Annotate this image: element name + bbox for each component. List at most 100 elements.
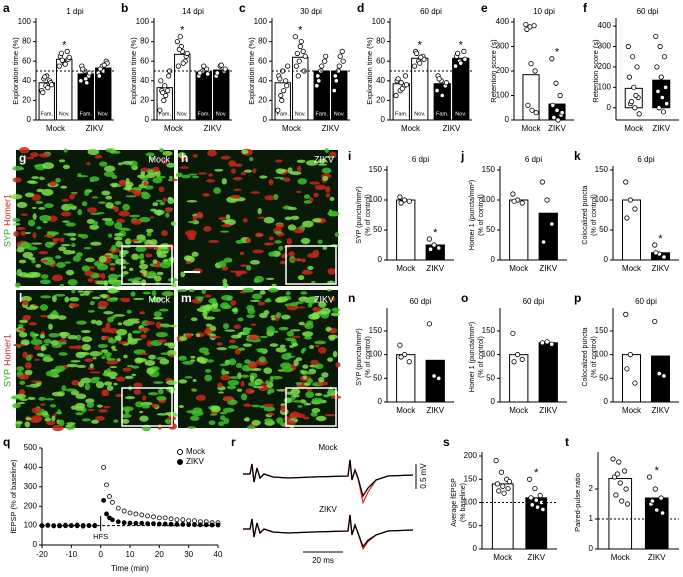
micrograph-texture: [19, 380, 26, 385]
panel-letter: a: [3, 1, 10, 15]
micrograph-texture: [121, 406, 134, 412]
micrograph-texture: [158, 308, 169, 312]
y-tick-label: 80: [140, 37, 149, 46]
micrograph-texture: [152, 177, 163, 184]
micrograph-texture: [246, 265, 252, 271]
x-tick-label: Mock: [493, 553, 513, 562]
micrograph-texture: [129, 214, 141, 218]
micrograph-texture: [77, 290, 85, 293]
micrograph-texture: [232, 188, 242, 192]
micrograph-texture: [192, 215, 197, 222]
x-tick-label: Mock: [164, 124, 184, 133]
micrograph-texture: [162, 158, 168, 165]
micrograph-texture: [243, 417, 249, 422]
micrograph-texture: [325, 155, 336, 159]
data-point: [174, 38, 180, 45]
micrograph-texture: [87, 408, 95, 412]
micrograph-texture: [96, 263, 109, 271]
data-point: [559, 110, 565, 116]
micrograph-texture: [197, 297, 204, 302]
data-point: [531, 23, 537, 29]
micrograph-texture: [316, 310, 328, 315]
micrograph-texture: [204, 369, 212, 373]
data-point: [616, 459, 622, 465]
micrograph-texture: [165, 212, 170, 218]
x-tick-label: ZIKV: [652, 124, 670, 133]
micrograph-texture: [203, 316, 216, 320]
micrograph-texture: [15, 420, 23, 425]
micrograph-texture: [98, 351, 103, 356]
panel-letter: k: [574, 149, 581, 163]
micrograph-texture: [18, 147, 30, 154]
micrograph-texture: [278, 326, 289, 331]
micrograph-texture: [273, 330, 279, 334]
trace-label: ZIKV: [319, 505, 337, 514]
y-tick-label: 150: [464, 474, 478, 483]
bar: [622, 354, 641, 403]
micrograph-texture: [266, 326, 275, 333]
micrograph-texture: [122, 367, 132, 372]
y-tick-label: 2: [589, 484, 594, 493]
data-point: [296, 58, 302, 64]
micrograph-texture: [143, 181, 148, 187]
significance-marker: *: [433, 227, 438, 239]
data-point: [627, 197, 633, 203]
data-point: [496, 488, 502, 494]
stain-label: Homer1: [2, 334, 12, 366]
micrograph-texture: [220, 155, 231, 160]
micrograph-texture: [299, 399, 306, 404]
micrograph-texture: [293, 359, 299, 367]
micrograph-texture: [152, 166, 160, 173]
micrograph-texture: [317, 163, 328, 166]
micrograph-texture: [301, 270, 314, 275]
micrograph-texture: [191, 388, 198, 392]
data-point: [626, 74, 632, 80]
micrograph-texture: [84, 189, 90, 197]
micrograph-texture: [140, 191, 149, 195]
micrograph-texture: [137, 174, 146, 179]
y-tick-label: 0: [145, 115, 150, 124]
data-point: [300, 48, 306, 55]
x-tick-label: ZIKV: [426, 264, 444, 273]
micrograph-texture: [130, 218, 143, 225]
micrograph-texture: [55, 177, 61, 183]
micrograph-texture: [108, 233, 113, 238]
data-point: [656, 105, 662, 111]
y-tick-label: 100: [482, 195, 496, 204]
micrograph-texture: [131, 188, 141, 195]
y-tick-label: 60: [258, 56, 267, 65]
data-point: [80, 66, 86, 72]
y-tick-label: 150: [595, 165, 609, 174]
micrograph-texture: [127, 338, 138, 345]
micrograph-texture: [45, 420, 56, 426]
data-point: [45, 85, 51, 91]
micrograph-panel-letter: l: [19, 291, 22, 305]
micrograph-texture: [16, 366, 25, 372]
data-point: [623, 179, 629, 185]
micrograph-texture: [267, 412, 275, 416]
y-tick-label: 100: [369, 350, 383, 359]
micrograph-texture: [32, 232, 37, 239]
micrograph-texture: [224, 329, 236, 332]
micrograph-texture: [305, 391, 315, 398]
data-point: [649, 498, 656, 504]
micrograph-texture: [81, 418, 91, 422]
micrograph-texture: [153, 316, 164, 320]
stain-label: SYP: [2, 369, 12, 387]
micrograph-texture: [133, 389, 142, 395]
micrograph-texture: [72, 255, 82, 262]
y-tick-label: 50: [486, 225, 495, 234]
micrograph-texture: [183, 255, 192, 262]
data-point: [624, 366, 630, 372]
y-tick-label: 0: [505, 115, 510, 124]
micrograph-texture: [323, 394, 330, 398]
micrograph-texture: [13, 343, 25, 347]
y-tick-label: 0: [604, 397, 609, 406]
micrograph-texture: [105, 148, 113, 153]
panel-letter: o: [461, 291, 468, 305]
micrograph-texture: [138, 254, 145, 260]
micrograph-texture: [329, 329, 337, 334]
data-point: [398, 200, 404, 206]
data-point: [611, 474, 618, 480]
micrograph-texture: [101, 335, 111, 340]
